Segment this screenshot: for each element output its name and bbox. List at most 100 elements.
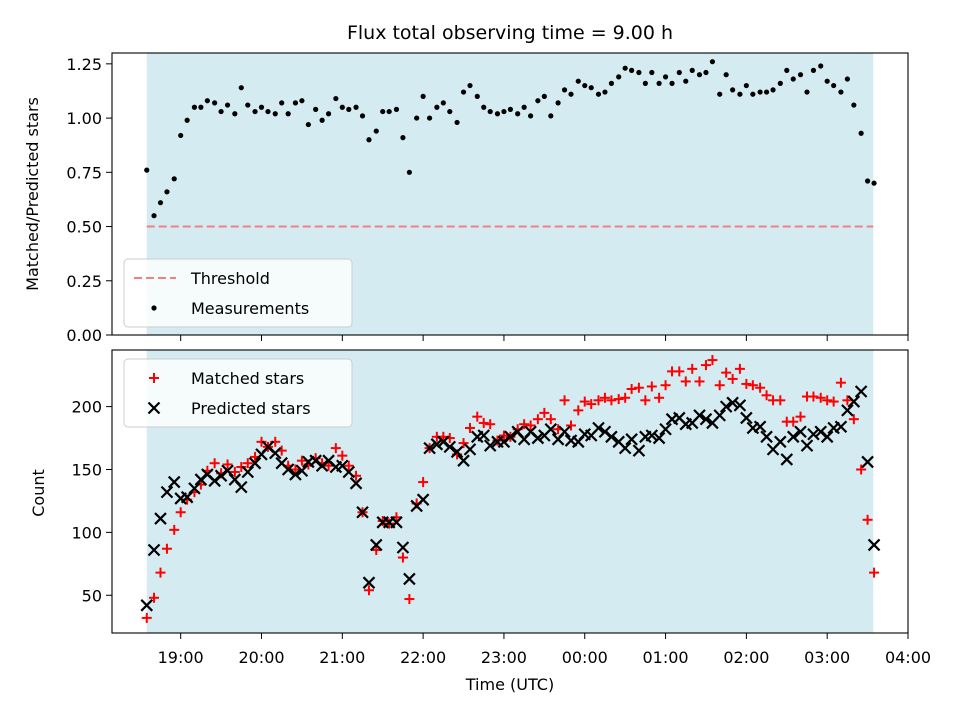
data-point (501, 108, 507, 115)
data-point (654, 392, 665, 403)
data-point (719, 400, 733, 413)
data-point (460, 89, 467, 95)
data-point (642, 80, 648, 86)
data-point (786, 430, 800, 444)
data-point (723, 72, 729, 78)
data-point (851, 102, 857, 108)
data-point (680, 376, 691, 387)
data-point (281, 463, 295, 476)
data-point (605, 430, 618, 444)
data-point (438, 431, 449, 442)
x-axis-label: Time (UTC) (465, 675, 554, 694)
data-point (862, 514, 873, 525)
data-point (140, 599, 154, 612)
data-point (555, 100, 561, 106)
data-point (400, 135, 406, 141)
data-point (178, 132, 184, 139)
data-point (285, 111, 291, 117)
data-point (373, 128, 379, 134)
data-point (325, 111, 332, 117)
data-point (835, 377, 846, 388)
data-point (232, 111, 238, 117)
data-point (457, 454, 470, 467)
data-point (660, 380, 671, 391)
data-point (141, 612, 152, 623)
data-point (807, 427, 820, 441)
data-point (256, 436, 267, 447)
data-point (674, 366, 685, 377)
data-point (532, 414, 543, 425)
legend-swatch (151, 305, 157, 311)
data-point (157, 200, 164, 206)
data-point (160, 485, 174, 499)
data-point (828, 396, 839, 407)
data-point (640, 395, 651, 406)
data-point (770, 87, 776, 93)
data-point (151, 213, 157, 219)
data-point (559, 395, 570, 406)
data-point (313, 106, 319, 112)
panel-ratio: 0.00 0.25 0.50 0.75 1.00 1.25 Threshold Measure… (66, 52, 909, 345)
data-point (727, 373, 738, 384)
data-point (171, 176, 177, 182)
data-point (636, 69, 642, 76)
data-point (386, 108, 392, 115)
data-point (406, 169, 412, 175)
data-point (169, 524, 180, 535)
data-point (154, 512, 167, 525)
data-point (434, 104, 440, 110)
data-point (463, 443, 477, 456)
data-point (498, 430, 509, 441)
data-point (144, 167, 150, 173)
data-point (713, 409, 726, 422)
data-point (858, 130, 864, 136)
data-point (218, 108, 224, 115)
data-point (483, 439, 497, 452)
data-point (362, 576, 376, 589)
data-point (366, 137, 372, 143)
data-point (831, 82, 837, 89)
data-point (618, 441, 632, 455)
y-tick-label: 0.25 (66, 272, 102, 291)
data-point (620, 392, 631, 403)
data-point (521, 104, 527, 110)
data-point (626, 383, 637, 394)
y-tick-label: 150 (71, 460, 102, 479)
data-point (188, 482, 201, 495)
data-point (544, 422, 558, 436)
data-point (474, 93, 480, 99)
x-tick-label: 03:00 (804, 648, 850, 667)
data-point (602, 89, 608, 95)
plot-frame (111, 349, 909, 634)
data-point (430, 438, 444, 451)
data-point (847, 395, 861, 408)
data-point (730, 87, 736, 93)
legend-label: Measurements (191, 299, 309, 318)
data-point (330, 443, 341, 454)
data-point (390, 516, 403, 529)
data-point (740, 411, 753, 425)
data-point (369, 538, 383, 552)
data-point (478, 417, 489, 428)
data-point (222, 459, 233, 470)
data-point (167, 475, 181, 489)
x-tick-label: 19:00 (158, 648, 204, 667)
y-axis-label-bottom: Count (29, 469, 48, 517)
x-tick-label: 22:00 (400, 648, 446, 667)
data-point (305, 121, 311, 128)
data-point (763, 89, 770, 95)
data-point (339, 104, 345, 110)
data-point (423, 441, 436, 455)
data-point (854, 385, 868, 398)
data-point (464, 422, 475, 433)
data-point (319, 117, 325, 123)
x-tick-label: 21:00 (319, 648, 365, 667)
data-point (822, 395, 833, 406)
data-point (838, 89, 844, 95)
data-point (198, 104, 204, 110)
data-point (608, 80, 615, 86)
data-point (689, 67, 695, 73)
data-point (494, 111, 501, 117)
data-point (633, 382, 644, 393)
data-point (606, 395, 617, 406)
